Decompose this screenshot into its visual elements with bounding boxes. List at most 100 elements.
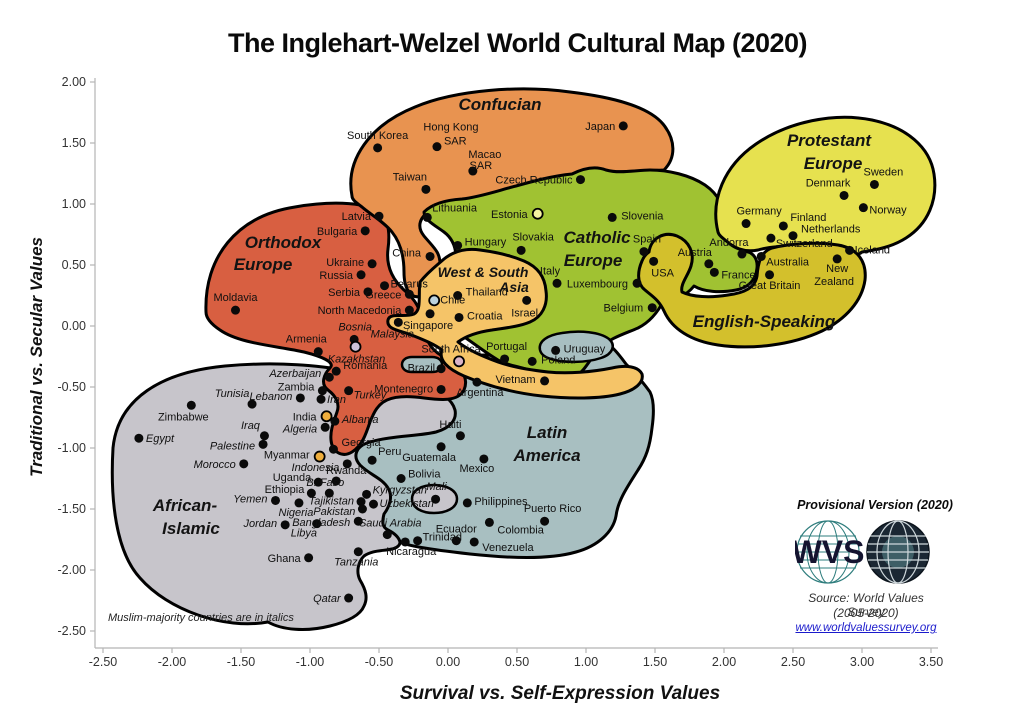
country-point-andorra (737, 249, 747, 259)
country-label-czech-republic: Czech Republic (495, 175, 573, 187)
country-point-chile (428, 294, 441, 307)
country-label-kazakhstan: Kazakhstan (328, 354, 385, 366)
country-point-bulgaria (360, 226, 370, 236)
country-point-tunisia (247, 399, 257, 409)
region-label-orthodox-europe: Orthodox (245, 233, 323, 252)
country-point-uzbekistan (368, 499, 378, 509)
country-point-kazakhstan (349, 340, 362, 353)
region-label-west-south-asia: Asia (498, 279, 529, 295)
country-point-south-korea (373, 143, 383, 153)
country-label-tanzania: Tanzania (334, 557, 378, 569)
y-tick-label: 0.00 (62, 319, 86, 333)
italics-note: Muslim-majority countries are in italics (108, 612, 294, 624)
country-label-south-africa: South Africa (421, 343, 481, 355)
country-label-egypt: Egypt (146, 433, 175, 445)
country-label-great-britain: Great Britain (739, 280, 801, 292)
country-label-montenegro: Montenegro (374, 383, 433, 395)
country-point-tajikistan (356, 497, 366, 507)
y-tick-label: -1.50 (58, 502, 87, 516)
country-point-venezuela (469, 537, 479, 547)
country-label-myanmar: Myanmar (264, 450, 310, 462)
y-tick-label: -2.00 (58, 563, 87, 577)
country-label-palestine: Palestine (210, 440, 255, 452)
country-label-zambia: Zambia (278, 382, 316, 394)
country-point-italy (552, 278, 562, 288)
y-tick-label: 2.00 (62, 75, 86, 89)
country-point-croatia (454, 312, 464, 322)
region-label-latin-america: America (512, 446, 580, 465)
region-label-catholic-europe: Catholic (563, 228, 631, 247)
country-label-italy: Italy (540, 265, 561, 277)
source-line-1: Source: World Values Survey (808, 591, 924, 619)
country-point-mexico (479, 454, 489, 464)
country-label-armenia: Armenia (286, 334, 328, 346)
x-tick-label: 1.50 (643, 655, 667, 669)
country-label-bosnia: Bosnia (338, 321, 372, 333)
provisional-version-label: Provisional Version (2020) (797, 498, 953, 512)
region-brazil-pocket (400, 355, 444, 374)
country-point-nigeria (294, 498, 304, 508)
country-point-algeria (320, 422, 330, 432)
country-label-netherlands: Netherlands (801, 224, 861, 236)
country-label-switzerland: Switzerland (776, 238, 833, 250)
country-point-luxembourg (632, 278, 642, 288)
country-label-denmark: Denmark (806, 177, 851, 189)
country-point-azerbaijan (324, 372, 334, 382)
country-label-new-zealand: New (826, 263, 848, 275)
dark-globe-icon (866, 520, 930, 584)
country-label-hungary: Hungary (465, 236, 507, 248)
country-label-tunisia: Tunisia (215, 388, 250, 400)
country-point-kyrgyzstan (362, 489, 372, 499)
country-label-iceland: Iceland (855, 244, 890, 256)
country-point-japan (618, 121, 628, 131)
country-label-ukraine: Ukraine (326, 257, 364, 269)
country-point-morocco (239, 459, 249, 469)
country-point-mali (431, 494, 441, 504)
country-label-russia: Russia (319, 270, 354, 282)
country-label-macao: SAR (470, 160, 493, 172)
country-label-iran: Iran (327, 394, 346, 406)
country-label-poland: Poland (541, 354, 575, 366)
country-label-bangladesh: Bangladesh (292, 517, 350, 529)
country-label-belarus: Belarus (391, 279, 429, 291)
country-label-morocco: Morocco (194, 459, 236, 471)
country-point-sweden (869, 179, 879, 189)
country-point-moldavia (230, 305, 240, 315)
country-point-serbia (363, 287, 373, 297)
country-point-latvia (374, 211, 384, 221)
region-label-confucian: Confucian (458, 95, 541, 114)
country-point-qatar (344, 593, 354, 603)
source-line-2: (2005-2020) (833, 606, 899, 620)
country-label-uzbekistan: Uzbekistan (379, 498, 433, 510)
x-tick-label: 3.00 (850, 655, 874, 669)
wvs-globe-icon: WVS (795, 520, 864, 584)
country-point-north-macedonia (404, 305, 414, 315)
country-label-tajikistan: Tajikistan (309, 496, 354, 508)
country-point-thailand (453, 291, 463, 300)
country-label-israel: Israel (511, 307, 538, 319)
country-point-poland (527, 356, 537, 366)
x-tick-label: 0.50 (505, 655, 529, 669)
country-point-zimbabwe (186, 400, 196, 410)
country-label-nicaragua: Nicaragua (386, 546, 437, 558)
country-label-luxembourg: Luxembourg (567, 278, 628, 290)
country-label-peru: Peru (378, 446, 401, 458)
country-label-moldavia: Moldavia (213, 292, 258, 304)
country-point-myanmar (313, 450, 326, 463)
country-label-qatar: Qatar (313, 593, 342, 605)
wvs-url-link[interactable]: www.worldvaluessurvey.org (795, 622, 937, 634)
country-point-belgium (647, 303, 657, 313)
x-tick-label: -2.00 (158, 655, 187, 669)
country-point-lebanon (295, 393, 305, 403)
country-point-israel (522, 295, 532, 305)
country-label-india: India (293, 411, 318, 423)
region-west-south-asia (386, 247, 644, 400)
country-label-romania: Romania (343, 360, 388, 372)
country-label-slovenia: Slovenia (621, 210, 664, 222)
country-point-malaysia (393, 317, 403, 327)
x-tick-label: -1.50 (227, 655, 256, 669)
country-label-lebanon: Lebanon (250, 391, 293, 403)
country-label-yemen: Yemen (233, 493, 267, 505)
country-point-peru (367, 455, 377, 465)
country-point-estonia (531, 207, 544, 220)
